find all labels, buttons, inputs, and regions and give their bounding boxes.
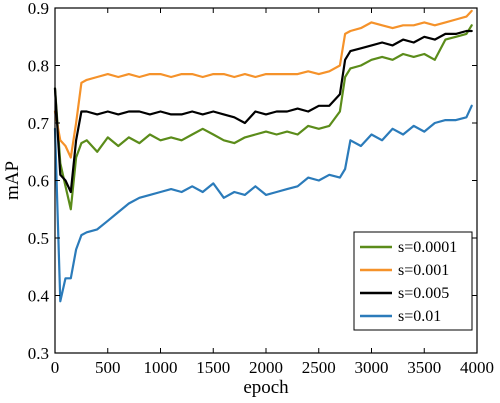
x-tick-label: 0 bbox=[51, 358, 60, 377]
y-tick-label: 0.4 bbox=[28, 287, 50, 306]
series-line-4 bbox=[53, 104, 473, 303]
x-axis-label: epoch bbox=[243, 377, 289, 398]
series-line-2 bbox=[53, 9, 473, 159]
y-tick-label: 0.6 bbox=[28, 172, 49, 191]
x-tick-label: 3500 bbox=[407, 358, 441, 377]
y-tick-label: 0.9 bbox=[28, 0, 49, 18]
x-tick-label: 500 bbox=[95, 358, 121, 377]
y-tick-label: 0.7 bbox=[28, 114, 50, 133]
x-tick-label: 1000 bbox=[144, 358, 178, 377]
series-line-1 bbox=[53, 24, 473, 211]
legend: s=0.0001 s=0.001 s=0.005 s=0.01 bbox=[353, 231, 473, 331]
series-line-3 bbox=[53, 29, 473, 194]
y-tick-label: 0.8 bbox=[28, 57, 49, 76]
x-tick-label: 2000 bbox=[249, 358, 283, 377]
legend-box bbox=[353, 231, 473, 331]
legend-label: s=0.005 bbox=[398, 285, 449, 302]
y-tick-label: 0.5 bbox=[28, 229, 49, 248]
x-tick-label: 1500 bbox=[196, 358, 230, 377]
y-tick-label: 0.3 bbox=[28, 344, 49, 363]
x-tick-label: 2500 bbox=[302, 358, 336, 377]
series-layer bbox=[53, 9, 473, 303]
ticks-layer: 0 500 1000 1500 2000 2500 3000 3500 4000 0.3 0.4 0.… bbox=[28, 0, 494, 377]
legend-label: s=0.01 bbox=[398, 308, 441, 325]
legend-label: s=0.001 bbox=[398, 262, 449, 279]
x-tick-label: 4000 bbox=[460, 358, 494, 377]
legend-label: s=0.0001 bbox=[398, 239, 457, 256]
x-tick-label: 3000 bbox=[355, 358, 389, 377]
y-axis-label: mAP bbox=[2, 161, 23, 200]
